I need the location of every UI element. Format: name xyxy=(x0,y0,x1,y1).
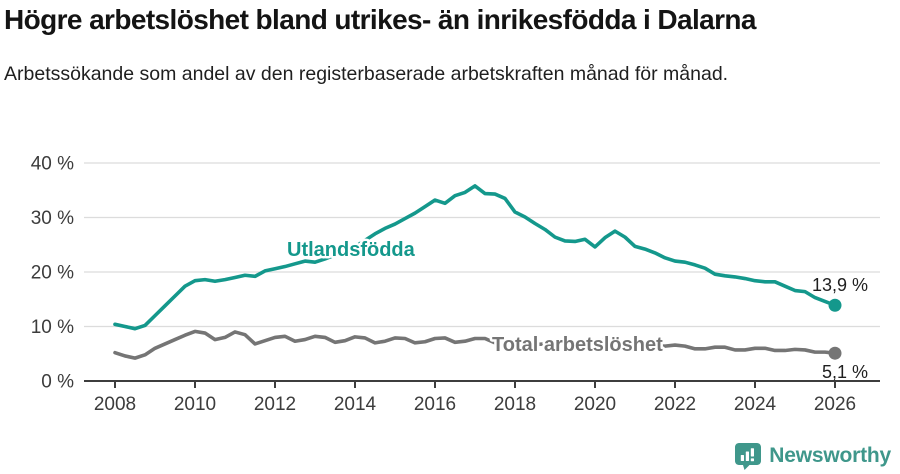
x-axis-tick-label: 2026 xyxy=(814,394,856,415)
x-axis-tick-label: 2020 xyxy=(574,394,616,415)
x-axis-tick-label: 2022 xyxy=(654,394,696,415)
series-end-dot xyxy=(828,346,842,360)
y-axis-tick-label: 20 % xyxy=(31,263,74,284)
x-axis-tick-label: 2018 xyxy=(494,394,536,415)
newsworthy-logo-text: Newsworthy xyxy=(769,444,891,467)
chart-header: Högre arbetslöshet bland utrikes- än inr… xyxy=(4,4,884,88)
x-axis-tick-label: 2016 xyxy=(414,394,456,415)
chart-title: Högre arbetslöshet bland utrikes- än inr… xyxy=(4,4,757,35)
series-label-total: Total arbetslöshet xyxy=(492,334,663,356)
series-line-utlandsfodda xyxy=(113,184,837,331)
series-line-total xyxy=(113,329,837,360)
series-label-utlandsfodda: Utlandsfödda xyxy=(287,239,416,261)
y-axis-tick-label: 30 % xyxy=(31,208,74,229)
x-axis-tick-label: 2014 xyxy=(334,394,377,415)
chart-subtitle: Arbetssökande som andel av den registerb… xyxy=(4,63,729,86)
series-end-dot xyxy=(828,298,842,312)
x-axis-tick-label: 2012 xyxy=(254,394,296,415)
series-end-value-label: 5,1 % xyxy=(822,362,868,382)
newsworthy-pin-icon xyxy=(735,443,762,470)
newsworthy-logo: Newsworthy xyxy=(734,442,891,470)
series-end-value-label: 13,9 % xyxy=(812,275,868,295)
x-axis-tick-label: 2024 xyxy=(734,394,777,415)
y-axis-tick-label: 10 % xyxy=(31,317,74,338)
x-axis-tick-label: 2008 xyxy=(94,394,136,415)
y-axis-tick-label: 0 % xyxy=(41,372,74,393)
y-axis-tick-label: 40 % xyxy=(31,154,74,175)
x-axis-tick-label: 2010 xyxy=(174,394,216,415)
